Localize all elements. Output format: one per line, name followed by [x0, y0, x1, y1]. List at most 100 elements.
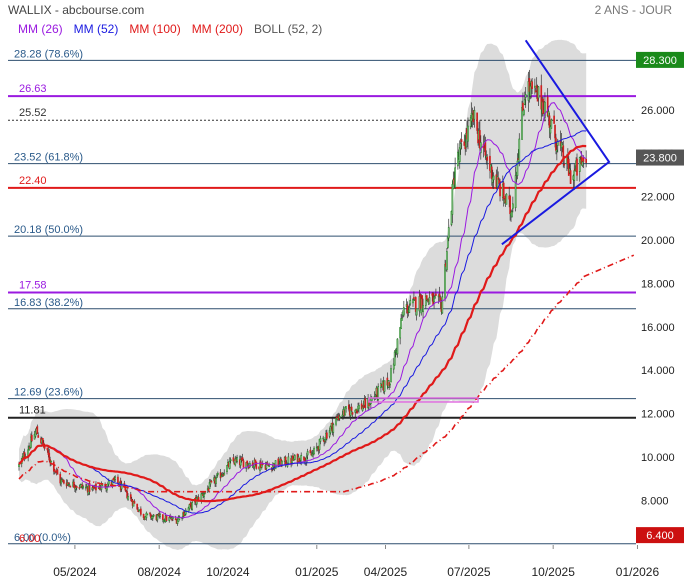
candle — [74, 487, 77, 490]
candle — [63, 480, 65, 484]
fibonacci-label: 20.18 (50.0%) — [14, 224, 83, 236]
candle — [88, 482, 91, 492]
candle — [364, 398, 367, 409]
triangle-pattern — [501, 39, 611, 246]
candle — [68, 484, 71, 487]
candle — [234, 458, 237, 466]
candle — [324, 439, 326, 442]
fibonacci-label: 28.28 (78.6%) — [14, 48, 83, 60]
legend-item[interactable]: BOLL (52, 2) — [254, 22, 323, 36]
candle — [56, 469, 59, 475]
candle — [406, 304, 409, 314]
candle — [162, 514, 164, 520]
candle — [41, 438, 44, 444]
candle — [523, 109, 525, 116]
candle — [142, 514, 145, 518]
candle — [37, 435, 40, 438]
candle — [74, 485, 76, 489]
candle — [208, 482, 211, 490]
y-tick-label: 22.000 — [641, 192, 675, 204]
candle — [219, 472, 222, 479]
candle — [576, 158, 578, 176]
legend-item[interactable]: MM (200) — [191, 22, 244, 36]
candle — [425, 295, 428, 301]
candle — [318, 439, 321, 450]
candle — [145, 512, 148, 519]
candle — [345, 406, 347, 409]
candle — [30, 436, 32, 448]
legend-item[interactable]: MM (52) — [73, 22, 119, 36]
candle — [523, 99, 526, 106]
level-label: 25.52 — [19, 107, 47, 119]
candle — [582, 157, 585, 162]
low-annotation: 6.00 — [19, 533, 40, 545]
legend-item[interactable]: MM (100) — [129, 22, 181, 36]
candle — [127, 496, 129, 500]
x-tick-label: 04/2025 — [364, 565, 408, 579]
candle — [469, 117, 472, 128]
candle — [349, 407, 352, 416]
candle — [389, 383, 391, 386]
legend: MM (26) MM (52) MM (100) MM (200) BOLL (52, … — [18, 22, 333, 36]
candle — [165, 515, 168, 521]
fibonacci-label: 6.00 (0.0%) — [14, 532, 71, 544]
candle — [236, 457, 238, 462]
candle — [465, 132, 467, 148]
x-tick-label: 10/2024 — [206, 565, 250, 579]
y-tick-label: 26.000 — [641, 105, 675, 117]
y-tick-label: 10.000 — [641, 452, 675, 464]
candle — [107, 480, 110, 485]
candle — [151, 516, 154, 519]
candle — [120, 483, 123, 490]
candle — [408, 306, 411, 313]
candle — [271, 465, 274, 470]
candle — [377, 386, 380, 400]
candle — [535, 85, 538, 89]
candle — [78, 486, 81, 489]
candle — [274, 460, 277, 470]
candle — [505, 193, 508, 205]
candle — [361, 406, 364, 411]
x-tick-label: 10/2025 — [531, 565, 575, 579]
x-tick-label: 08/2024 — [137, 565, 181, 579]
candle — [578, 156, 581, 172]
candle — [490, 166, 493, 180]
candle — [555, 137, 557, 151]
period-label[interactable]: 2 ANS - JOUR — [594, 3, 672, 17]
mm200-line — [18, 254, 635, 493]
candle — [446, 237, 449, 248]
candle — [434, 296, 436, 299]
candle — [223, 472, 226, 476]
fibonacci-label: 12.69 (23.6%) — [14, 387, 83, 399]
candle — [81, 484, 84, 488]
candle — [531, 81, 533, 89]
candle — [216, 474, 218, 478]
bollinger-band — [19, 39, 587, 551]
candle — [476, 112, 478, 131]
candle — [52, 461, 55, 472]
legend-item[interactable]: MM (26) — [18, 22, 63, 36]
candle — [585, 158, 588, 163]
candle — [215, 478, 217, 484]
level-label: 22.40 — [19, 175, 47, 187]
mm52-line — [18, 130, 587, 514]
candle — [228, 460, 231, 469]
candle — [226, 465, 228, 473]
candle — [438, 293, 441, 297]
level-label: 26.63 — [19, 83, 47, 95]
candle — [260, 464, 263, 468]
candle — [309, 449, 312, 454]
candle — [146, 513, 149, 516]
candle — [528, 78, 531, 92]
candle — [401, 318, 403, 321]
candle — [467, 125, 469, 142]
candle — [555, 149, 558, 152]
candle — [428, 297, 431, 305]
candle — [265, 464, 268, 469]
candle — [524, 94, 527, 98]
candle — [451, 184, 454, 215]
candle — [172, 517, 174, 520]
candle — [383, 380, 386, 392]
candle — [91, 487, 94, 491]
candle — [75, 486, 78, 488]
